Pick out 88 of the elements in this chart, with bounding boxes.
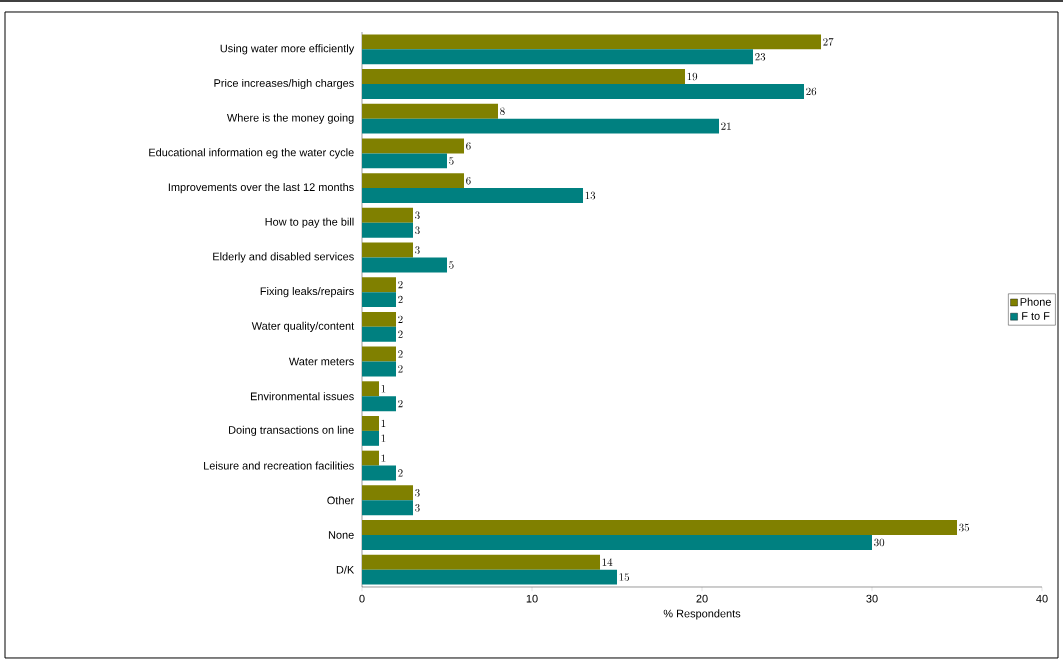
y-tick-label: Leisure and recreation facilities [204, 461, 354, 470]
data-label: 5 [449, 261, 454, 269]
data-label: 2 [398, 469, 403, 477]
y-tick-label: Improvements over the last 12 months [168, 182, 354, 194]
x-tick-label: 20 [696, 594, 708, 603]
data-label: 3 [415, 246, 420, 254]
bar [362, 396, 397, 412]
y-tick-label: Doing transactions on line [229, 425, 354, 436]
bar [362, 207, 414, 223]
bar [362, 346, 397, 362]
bar [362, 534, 873, 550]
bar [362, 188, 584, 203]
data-label: 3 [415, 211, 420, 220]
x-axis-title: % Respondents [663, 609, 741, 620]
bar [362, 500, 414, 516]
data-label: 13 [585, 191, 596, 200]
data-label: 35 [959, 523, 970, 532]
data-label: 14 [602, 558, 613, 566]
data-label: 2 [398, 365, 403, 373]
data-label: 6 [466, 176, 471, 185]
bar [362, 277, 397, 293]
y-tick-label: D/K [336, 565, 355, 574]
data-label: 21 [721, 122, 731, 130]
bar [362, 381, 380, 397]
x-tick-label: 0 [359, 594, 365, 603]
bar [362, 103, 499, 119]
data-label: 30 [874, 538, 885, 547]
data-label: 15 [619, 573, 630, 581]
bar [362, 450, 380, 466]
bar [362, 173, 465, 189]
bar [362, 326, 397, 342]
legend-label: Phone [1020, 297, 1051, 306]
data-label: 2 [398, 315, 403, 323]
data-label: 3 [415, 489, 420, 497]
data-label: 2 [398, 399, 403, 408]
data-label: 5 [449, 157, 454, 165]
bar [362, 242, 414, 258]
y-tick-label: Fixing leaks/repairs [260, 287, 354, 298]
data-label: 8 [500, 107, 505, 115]
y-tick-label: Using water more efficiently [220, 44, 355, 55]
bar [362, 430, 380, 446]
bar [362, 465, 397, 481]
bar [362, 69, 686, 85]
bar [362, 257, 448, 273]
x-tick-label: 10 [526, 594, 538, 603]
data-label: 2 [398, 330, 403, 338]
y-tick-label: How to pay the bill [265, 217, 354, 228]
data-label: 1 [381, 434, 386, 442]
y-tick-label: Where is the money going [226, 113, 354, 124]
data-label: 19 [687, 72, 698, 81]
bar [362, 34, 822, 50]
y-tick-label: Educational information eg the water cycle [149, 148, 354, 159]
y-tick-label: Environmental issues [250, 392, 354, 401]
data-label: 26 [806, 87, 817, 96]
y-tick-label: Water quality/content [251, 321, 355, 332]
bar [362, 153, 448, 169]
bar [362, 138, 465, 154]
data-label: 6 [466, 142, 471, 150]
data-label: 1 [381, 385, 386, 393]
data-label: 2 [398, 280, 403, 289]
y-tick-label: None [328, 531, 354, 539]
y-tick-label: Elderly and disabled services [213, 252, 354, 263]
bar [362, 118, 720, 134]
bar [362, 520, 958, 535]
bar [362, 292, 397, 308]
bar [362, 415, 380, 431]
data-label: 3 [415, 503, 420, 512]
data-label: 2 [398, 295, 403, 304]
bar [362, 222, 414, 238]
bar [362, 361, 397, 377]
y-tick-label: Other [327, 496, 355, 505]
data-label: 1 [381, 454, 386, 462]
bar [362, 311, 397, 327]
bar [362, 485, 414, 501]
data-label: 2 [398, 350, 403, 358]
x-tick-label: 30 [866, 594, 878, 603]
y-tick-label: Price increases/high charges [214, 78, 354, 90]
legend-label: F to F [1022, 312, 1050, 320]
data-label: 1 [381, 419, 386, 427]
bar [362, 49, 754, 65]
bar [362, 554, 601, 570]
data-label: 3 [415, 226, 420, 234]
bar [362, 84, 805, 99]
y-tick-label: Water meters [288, 357, 354, 366]
data-label: 23 [755, 53, 766, 61]
bar [362, 569, 618, 585]
x-tick-label: 40 [1036, 594, 1048, 603]
data-label: 27 [823, 38, 834, 46]
